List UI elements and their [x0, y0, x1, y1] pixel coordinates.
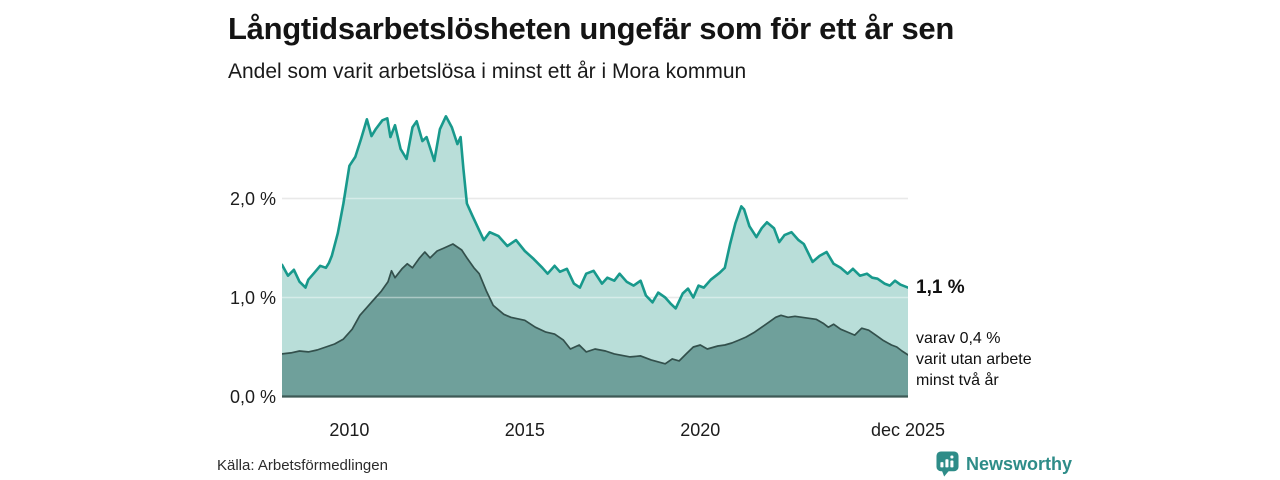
x-tick-label: 2015	[504, 420, 545, 440]
y-tick-label: 1,0 %	[229, 287, 276, 308]
end-value-annotation: 1,1 %	[916, 277, 965, 298]
detail-annotation-line: varit utan arbete	[916, 351, 1032, 368]
brand-name: Newsworthy	[966, 453, 1073, 474]
page-title: Långtidsarbetslösheten ungefär som för e…	[228, 11, 955, 46]
chart-subtitle: Andel som varit arbetslösa i minst ett å…	[228, 60, 747, 83]
detail-annotation-line: varav 0,4 %	[916, 330, 1001, 347]
detail-annotation-line: minst två år	[916, 372, 999, 389]
y-tick-label: 0,0 %	[229, 386, 276, 407]
x-tick-label: 2020	[680, 420, 721, 440]
brand-logo: Newsworthy	[936, 451, 1072, 477]
y-tick-label: 2,0 %	[229, 188, 276, 209]
detail-annotation: varav 0,4 % varit utan arbete minst två …	[916, 328, 1032, 391]
area-chart	[280, 100, 910, 400]
source-credit: Källa: Arbetsförmedlingen	[217, 457, 388, 474]
x-tick-label: 2010	[329, 420, 370, 440]
newsworthy-chart-bubble-icon	[936, 451, 959, 477]
x-tick-label: dec 2025	[870, 420, 946, 440]
